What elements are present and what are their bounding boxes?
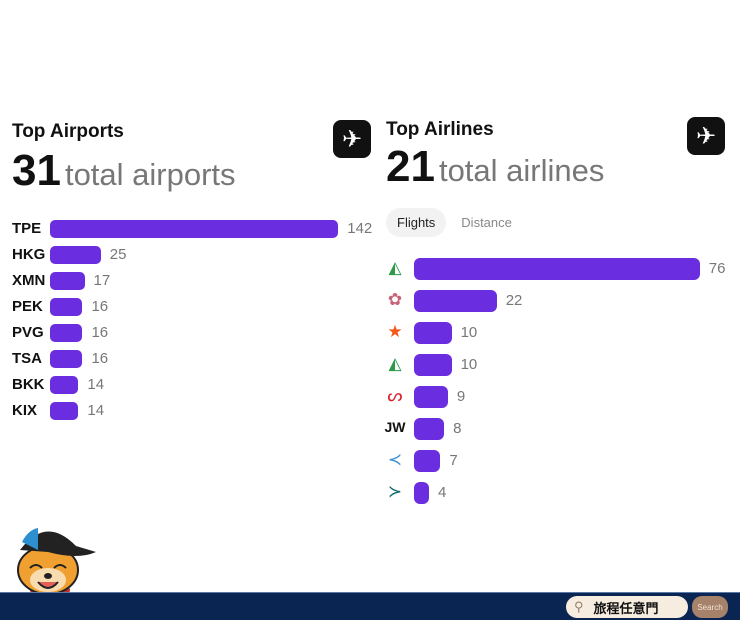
airline-bar[interactable] <box>414 290 497 312</box>
airport-bar[interactable] <box>50 402 79 420</box>
airlines-count-label: total airlines <box>438 153 605 188</box>
airlines-title: Top Airlines <box>386 119 494 140</box>
airline-value: 9 <box>456 388 466 405</box>
metric-tabs: Flights Distance <box>386 208 523 237</box>
tab-distance[interactable]: Distance <box>461 215 512 230</box>
search-input[interactable]: ⚲ 旅程任意門 <box>566 596 688 618</box>
airline-bar[interactable] <box>414 418 445 440</box>
airport-code: KIX <box>12 402 38 419</box>
airport-value: 17 <box>93 272 111 289</box>
airport-code: PEK <box>12 298 43 315</box>
airline-bar[interactable] <box>414 322 452 344</box>
airport-bar[interactable] <box>50 324 83 342</box>
airline-value: 4 <box>438 484 447 501</box>
top-airports-panel: Top Airports 31 total airports ✈ TPE 142 H… <box>0 110 372 440</box>
airline-bar[interactable] <box>414 354 452 376</box>
tab-flights[interactable]: Flights <box>386 208 447 237</box>
airport-value: 142 <box>347 220 372 237</box>
airlines-count-number: 21 <box>386 142 435 191</box>
search-text: 旅程任意門 <box>593 600 659 616</box>
airports-count: 31 total airports <box>12 146 236 196</box>
uni-air-logo: ◭ <box>388 354 402 373</box>
starlux-logo: ≺ <box>387 450 403 469</box>
airports-count-number: 31 <box>12 146 61 195</box>
mascot-logo[interactable] <box>8 520 100 616</box>
airport-value: 16 <box>91 324 109 341</box>
airline-bar[interactable] <box>414 450 441 472</box>
airline-code: JW <box>384 419 406 435</box>
airport-value: 14 <box>87 402 105 419</box>
airport-code: TSA <box>12 350 42 367</box>
airport-value: 14 <box>87 376 105 393</box>
airplane-icon[interactable]: ✈ <box>333 120 371 158</box>
top-airlines-panel: Top Airlines 21 total airlines ✈ Flights … <box>376 110 740 510</box>
airports-title: Top Airports <box>12 121 124 142</box>
airline-bar[interactable] <box>414 482 430 504</box>
airline-bar[interactable] <box>414 386 448 408</box>
search-icon: ⚲ <box>574 599 584 614</box>
airline-value: 22 <box>505 292 523 309</box>
airline-value: 76 <box>708 260 726 277</box>
airplane-icon[interactable]: ✈ <box>687 117 725 155</box>
air-china-logo: ᔕ <box>387 386 403 405</box>
china-airlines-logo: ✿ <box>387 290 403 309</box>
airport-code: XMN <box>12 272 46 289</box>
airport-code: HKG <box>12 246 46 263</box>
airport-code: TPE <box>12 220 42 237</box>
airport-code: PVG <box>12 324 44 341</box>
airline-value: 7 <box>449 452 458 469</box>
airport-bar[interactable] <box>50 272 85 290</box>
airline-value: 10 <box>460 324 478 341</box>
airport-value: 16 <box>91 298 109 315</box>
airport-value: 16 <box>91 350 109 367</box>
cathay-logo: ≻ <box>387 482 403 501</box>
search-button[interactable]: Search <box>692 596 728 618</box>
airline-bar[interactable] <box>414 258 700 280</box>
tigerair-star-logo: ★ <box>387 322 403 341</box>
airport-bar[interactable] <box>50 350 83 368</box>
airline-value: 8 <box>453 420 462 437</box>
airport-bar[interactable] <box>50 376 79 394</box>
airport-bar[interactable] <box>50 246 101 264</box>
airport-value: 25 <box>109 246 127 263</box>
airlines-count: 21 total airlines <box>386 142 604 192</box>
airport-bar[interactable] <box>50 298 83 316</box>
eva-air-logo: ◭ <box>388 258 402 277</box>
airport-code: BKK <box>12 376 45 393</box>
airports-count-label: total airports <box>64 157 236 192</box>
airport-bar[interactable] <box>50 220 339 238</box>
airline-value: 10 <box>460 356 478 373</box>
